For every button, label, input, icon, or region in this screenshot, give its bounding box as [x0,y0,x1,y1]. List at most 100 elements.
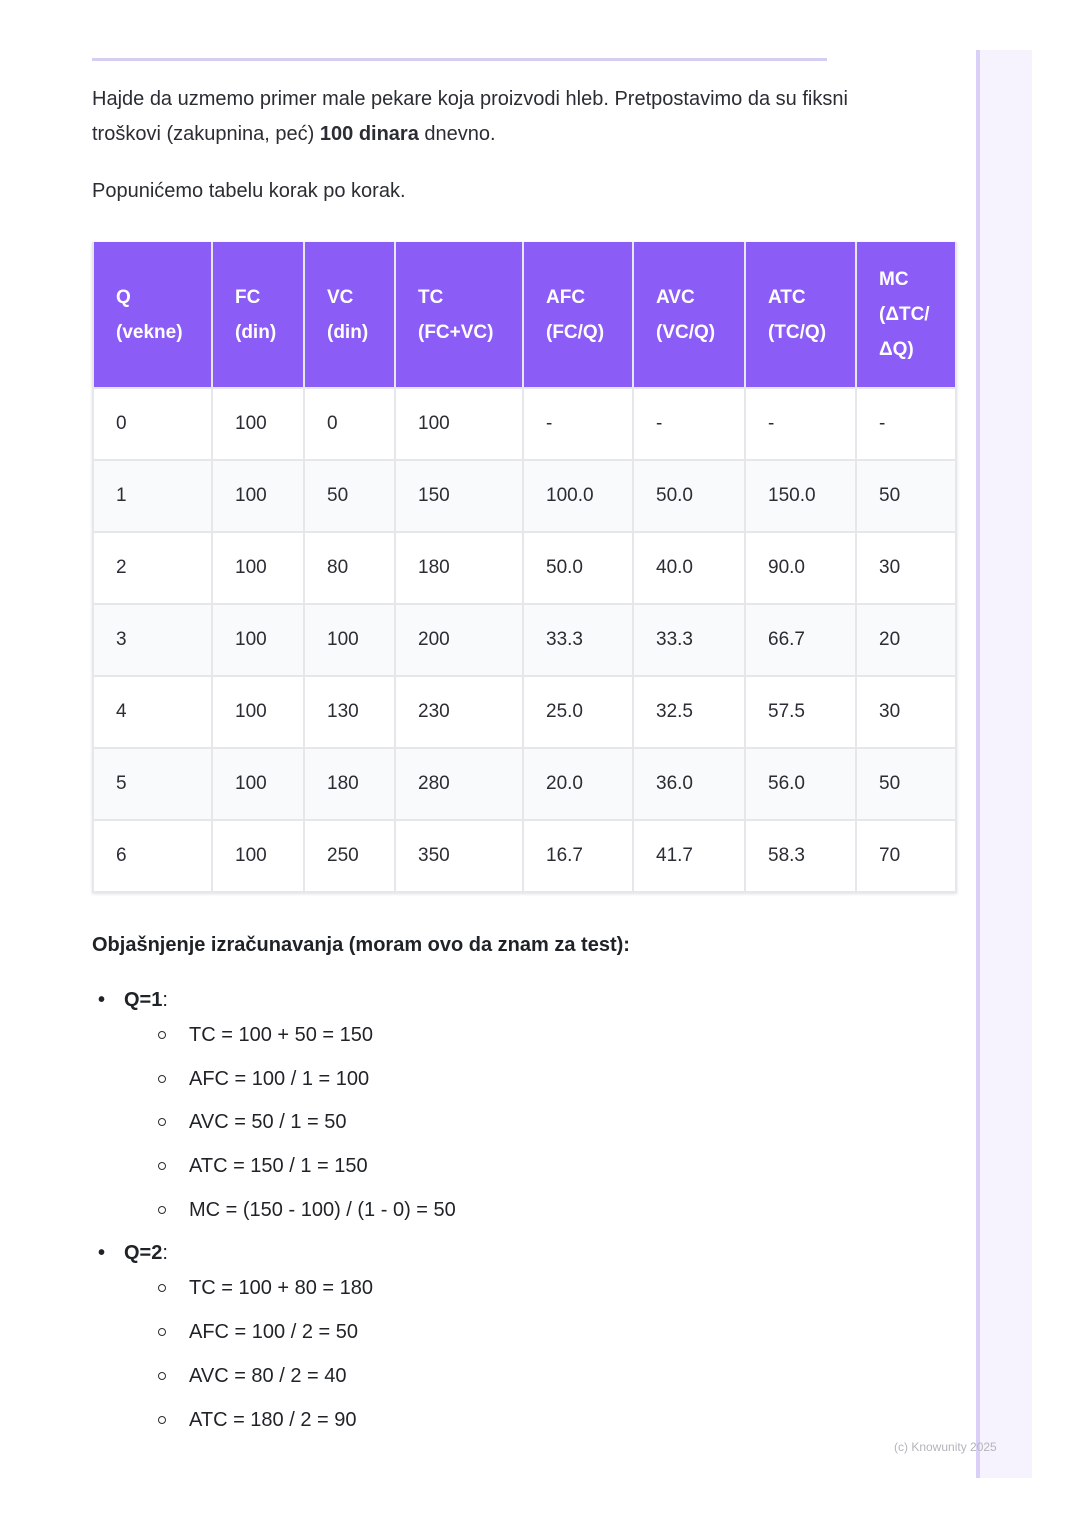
formula-item: AFC = 100 / 1 = 100 [156,1062,456,1097]
table-cell: - [855,387,957,461]
formula-item: ATC = 150 / 1 = 150 [156,1149,456,1184]
table-cell: 100 [211,603,305,677]
column-header: Q (vekne) [92,242,213,389]
table-cell: 33.3 [632,603,746,677]
table-cell: 20.0 [522,747,634,821]
table-row: 0 100 0 100- - - - [92,387,957,461]
explanation-heading: Objašnjenje izračunavanja (moram ovo da … [92,934,630,956]
table-cell: 100 [211,819,305,893]
column-header: ATC (TC/Q) [744,242,857,389]
table-cell: 25.0 [522,675,634,749]
formula-item: AVC = 50 / 1 = 50 [156,1105,456,1140]
formula-item: TC = 100 + 80 = 180 [156,1271,456,1306]
formula-item: AVC = 80 / 2 = 40 [156,1359,456,1394]
formula-item: ATC = 180 / 2 = 90 [156,1403,456,1438]
header-line: (VC/Q) [656,321,716,343]
table-cell: 70 [855,819,957,893]
table-cell: 230 [394,675,524,749]
table-cell: 0 [92,387,213,461]
table-cell: 33.3 [522,603,634,677]
table-cell: 100 [211,747,305,821]
table-cell: - [522,387,634,461]
table-cell: 100 [211,531,305,605]
table-cell: 1 [92,459,213,533]
header-line: VC [327,286,354,308]
table-row: 1 100 50 150 100.0 50.0 150.0 50 [92,459,957,533]
table-cell: 40.0 [632,531,746,605]
header-line: (TC/Q) [768,321,827,343]
table-cell: 57.5 [744,675,857,749]
formula-item: TC = 100 + 50 = 150 [156,1018,456,1053]
group-label: Q=2 [124,1242,163,1265]
formula-item: AFC = 100 / 2 = 50 [156,1315,456,1350]
header-line: (ΔTC/ [879,304,930,325]
table-cell: 100 [303,603,396,677]
table-cell: 16.7 [522,819,634,893]
header-line: AFC [546,286,586,308]
header-line: ATC [768,286,806,308]
table-cell: 150 [394,459,524,533]
table-cell: 41.7 [632,819,746,893]
header-line: (FC+VC) [418,321,494,343]
column-header: VC (din) [303,242,396,389]
formula-item: MC = (150 - 100) / (1 - 0) = 50 [156,1193,456,1228]
header-line: (din) [327,321,369,343]
intro-paragraph: Hajde da uzmemo primer male pekare koja … [92,82,852,152]
table-cell: - [744,387,857,461]
header-line: TC [418,286,444,308]
table-cell: 100 [211,387,305,461]
table-cell: 66.7 [744,603,857,677]
divider [92,58,827,61]
table-cell: 130 [303,675,396,749]
table-cell: 250 [303,819,396,893]
column-header: MC (ΔTC/ΔQ) [855,242,957,389]
column-header: AVC (VC/Q) [632,242,746,389]
table-cell: 30 [855,675,957,749]
table-cell: 2 [92,531,213,605]
column-header: AFC (FC/Q) [522,242,634,389]
header-line: MC [879,269,909,290]
table-cell: 20 [855,603,957,677]
table-cell: 50.0 [522,531,634,605]
intro-bold: 100 dinara [319,123,419,145]
table-cell: 180 [303,747,396,821]
table-cell: 200 [394,603,524,677]
column-header: TC (FC+VC) [394,242,524,389]
table-cell: 100 [211,459,305,533]
header-line: Q [116,286,131,308]
table-cell: 32.5 [632,675,746,749]
table-cell: 6 [92,819,213,893]
table-cell: 80 [303,531,396,605]
column-header: FC (din) [211,242,305,389]
table-cell: 280 [394,747,524,821]
table-cell: 50 [855,459,957,533]
table-cell: 90.0 [744,531,857,605]
table-cell: 36.0 [632,747,746,821]
header-line: FC [235,286,261,308]
table-row: 3 100 100 200 33.3 33.3 66.7 20 [92,603,957,677]
table-row: 5 100 180 280 20.0 36.0 56.0 50 [92,747,957,821]
table-cell: 100 [394,387,524,461]
copyright: (c) Knowunity 2025 [894,1440,997,1454]
table-cell: 3 [92,603,213,677]
step-paragraph: Popunićemo tabelu korak po korak. [92,180,406,202]
header-line: (din) [235,321,277,343]
table-cell: 350 [394,819,524,893]
table-cell: 100.0 [522,459,634,533]
table-cell: 50.0 [632,459,746,533]
table-cell: 0 [303,387,396,461]
table-row: 6 100 250 350 16.7 41.7 58.3 70 [92,819,957,893]
header-line: ΔQ) [879,339,914,360]
cost-table: Q (vekne) FC (din) VC (din) TC (FC+VC) AFC (FC/Q)… [92,242,957,893]
table-cell: 5 [92,747,213,821]
side-panel [976,50,1032,1478]
table-cell: 180 [394,531,524,605]
header-line: (vekne) [116,321,183,343]
group-label: Q=1 [124,989,163,1011]
table-cell: 50 [303,459,396,533]
intro-text-end: dnevno. [418,123,496,145]
table-cell: 50 [855,747,957,821]
